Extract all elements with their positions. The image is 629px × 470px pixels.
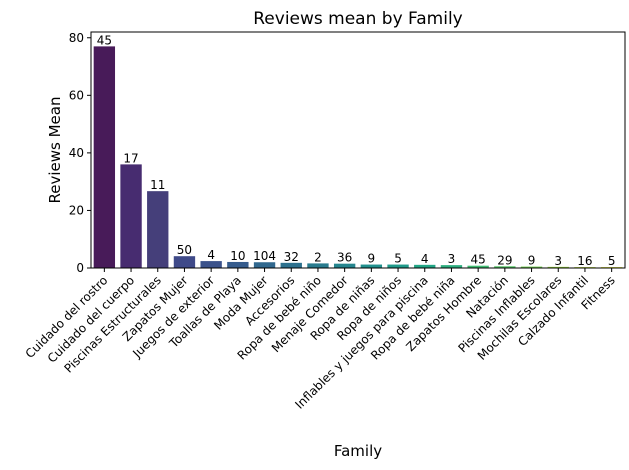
- bar-label: 9: [528, 254, 536, 268]
- y-tick-label: 40: [69, 146, 84, 160]
- bar-label: 50: [177, 243, 192, 257]
- bar-label: 16: [577, 254, 592, 268]
- bar: [200, 261, 222, 268]
- bar-label: 104: [253, 249, 276, 263]
- bar: [307, 263, 329, 268]
- bar: [494, 266, 516, 268]
- bar: [173, 256, 196, 268]
- bar-label: 5: [608, 254, 616, 268]
- y-axis: 0 20 40 60 80: [69, 31, 91, 275]
- bar-labels: 45 17 11 50 4 10 104 32 2 36 9 5 4 3 45 29 9 3 16 5: [97, 33, 616, 268]
- bar-label: 3: [554, 254, 562, 268]
- y-tick-label: 20: [69, 203, 84, 217]
- bar: [93, 46, 116, 268]
- plot-frame: [90, 31, 626, 269]
- y-tick-label: 80: [69, 31, 84, 45]
- chart-title: Reviews mean by Family: [253, 9, 463, 29]
- bar-label: 11: [150, 178, 165, 192]
- y-tick-label: 0: [76, 261, 84, 275]
- bar: [120, 164, 142, 268]
- bar-label: 36: [337, 251, 352, 265]
- bar-label: 45: [471, 253, 486, 267]
- bar-label: 9: [368, 252, 376, 266]
- bar: [360, 264, 383, 268]
- bars: [93, 46, 623, 268]
- bar-label: 10: [230, 249, 245, 263]
- y-tick-label: 60: [69, 88, 84, 102]
- bar-label: 5: [394, 252, 402, 266]
- bar: [520, 266, 543, 268]
- bar: [440, 265, 463, 268]
- bar: [467, 265, 489, 268]
- bar-label: 3: [448, 252, 456, 266]
- bar: [387, 264, 409, 268]
- bar-label: 32: [284, 250, 299, 264]
- bar: [547, 266, 569, 268]
- bar-label: 17: [123, 151, 138, 165]
- bar-label: 2: [314, 250, 322, 264]
- bar: [147, 191, 169, 268]
- bar: [414, 264, 436, 268]
- bar-label: 45: [97, 33, 112, 47]
- bar: [253, 262, 276, 268]
- bar-label: 4: [207, 248, 215, 262]
- bar-label: 29: [497, 253, 512, 267]
- bar: [333, 263, 356, 268]
- y-axis-label: Reviews Mean: [46, 97, 64, 204]
- bar: [280, 262, 302, 268]
- x-axis-label: Family: [334, 442, 382, 460]
- bar: [227, 261, 249, 268]
- bar-label: 4: [421, 252, 429, 266]
